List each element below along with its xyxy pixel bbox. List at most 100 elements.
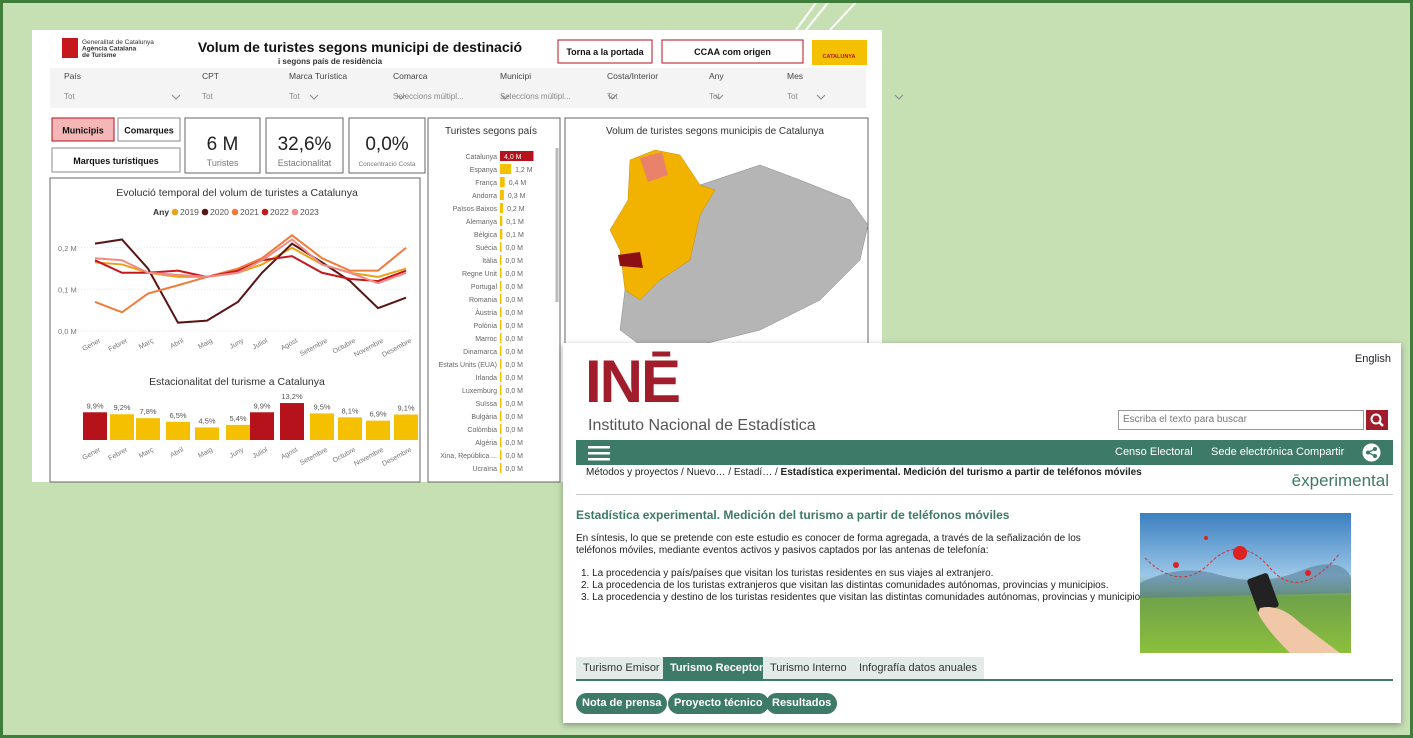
tab-label[interactable]: Comarques [124,126,174,136]
data-label: 9,1% [397,404,414,413]
page: Generalitat de CatalunyaAgència Catalana… [0,0,1413,738]
data-label: 0,0 M [506,440,524,447]
filter-label: Any [709,71,724,81]
bar [136,418,160,440]
data-label: 8,1% [341,406,358,415]
tab[interactable]: Infografía datos anuales [852,657,984,679]
bar [500,229,502,239]
bar [310,413,334,440]
bar [366,421,390,440]
tab[interactable]: Turismo Emisor [576,657,667,679]
nav-link[interactable]: Sede electrónica [1211,446,1293,458]
button[interactable]: Proyecto técnico [668,693,769,714]
tab-underline [576,679,1393,681]
filter-value[interactable]: Tot [202,92,213,101]
filter-bar [50,68,866,108]
category-label: Espanya [470,167,497,174]
list-item: 1. La procedencia y país/países que visi… [581,568,993,579]
y-tick-label: 0,2 M [58,244,77,253]
decoration [796,0,818,30]
data-label: 7,8% [139,407,156,416]
divider [576,494,1393,495]
bar [500,372,502,382]
filter-value[interactable]: Seleccions múltipl... [500,92,571,101]
category-label: Ucraïna [472,466,497,473]
nav-bar: Censo Electoral Sede electrónica Compart… [576,440,1393,465]
panel-title: Turistes segons país [445,126,537,137]
filter-value[interactable]: Tot [709,92,720,101]
tab-active[interactable]: Turismo Receptor [663,657,770,679]
bar [500,242,502,252]
category-label: Suïssa [476,401,498,408]
button[interactable]: Resultados [766,693,837,714]
legend-label: 2020 [210,207,229,217]
data-label: 4,0 M [504,154,522,161]
language-link[interactable]: English [1355,353,1391,365]
bar [500,177,505,187]
kpi-value: 32,6% [278,134,332,155]
bar [394,415,418,440]
data-label: 0,0 M [506,258,524,265]
kpi-value: 6 M [207,134,239,155]
bar [500,281,502,291]
bar [280,403,304,440]
bar [500,398,502,408]
chevron[interactable] [895,95,903,99]
agency-name: de Turisme [82,52,117,59]
tab[interactable]: Turismo Interno [763,657,854,679]
data-label: 0,0 M [506,427,524,434]
search-box[interactable]: Escriba el texto para buscar [1118,410,1364,430]
search-button[interactable] [1366,410,1388,430]
breadcrumb-current: Estadística experimental. Medición del t… [781,467,1142,478]
data-label: 0,0 M [506,414,524,421]
filter-label: Mes [787,71,803,81]
filter-label: País [64,71,81,81]
decoration [806,0,830,30]
data-label: 0,0 M [506,466,524,473]
filter-value[interactable]: Seleccions múltipl... [393,92,464,101]
share-icon[interactable] [1362,443,1381,462]
data-label: 6,9% [369,410,386,419]
data-label: 0,3 M [508,193,526,200]
nav-link[interactable]: Censo Electoral [1115,446,1193,458]
data-label: 13,2% [281,392,303,401]
dashboard-title: Volum de turistes segons municipi de des… [198,39,522,55]
data-label: 9,9% [253,401,270,410]
category-label: França [475,180,497,187]
tab-label[interactable]: Municipis [62,126,104,136]
bar [500,424,502,434]
tab-label[interactable]: Marques turístiques [73,156,159,166]
data-label: 0,0 M [506,401,524,408]
map-title: Volum de turistes segons municipis de Ca… [606,126,824,137]
heading: Estadística experimental. Medición del t… [576,508,1009,522]
data-label: 0,0 M [506,323,524,330]
menu-icon[interactable] [588,445,610,461]
button[interactable]: Nota de prensa [576,693,667,714]
category-label: Luxemburg [462,388,497,395]
nav-button-label[interactable]: CCAA com origen [694,47,771,57]
filter-value[interactable]: Tot [64,92,75,101]
dashboard-subtitle: i segons país de residència [278,57,383,66]
filter-value[interactable]: Tot [787,92,798,101]
category-label: Suècia [476,245,498,252]
data-label: 1,2 M [515,167,533,174]
data-label: 0,2 M [507,206,525,213]
filter-label: Costa/Interior [607,71,658,81]
category-label: Catalunya [465,154,497,161]
search-icon [1366,410,1388,430]
y-tick-label: 0,0 M [58,327,77,336]
bar [500,359,502,369]
breadcrumb-path[interactable]: Métodos y proyectos / Nuevo… / Estadí… / [586,467,781,478]
nav-link[interactable]: Compartir [1296,446,1344,458]
filter-value[interactable]: Tot [289,92,300,101]
brand-badge [812,40,867,65]
bar [500,164,511,174]
category-label: Irlanda [476,375,498,382]
data-label: 0,0 M [506,310,524,317]
filter-value[interactable]: Tot [607,92,618,101]
legend-marker [202,209,209,216]
legend-label: 2023 [300,207,319,217]
logo[interactable]: INĒ [585,347,679,416]
data-label: 9,9% [86,401,103,410]
nav-button-label[interactable]: Torna a la portada [566,47,644,57]
